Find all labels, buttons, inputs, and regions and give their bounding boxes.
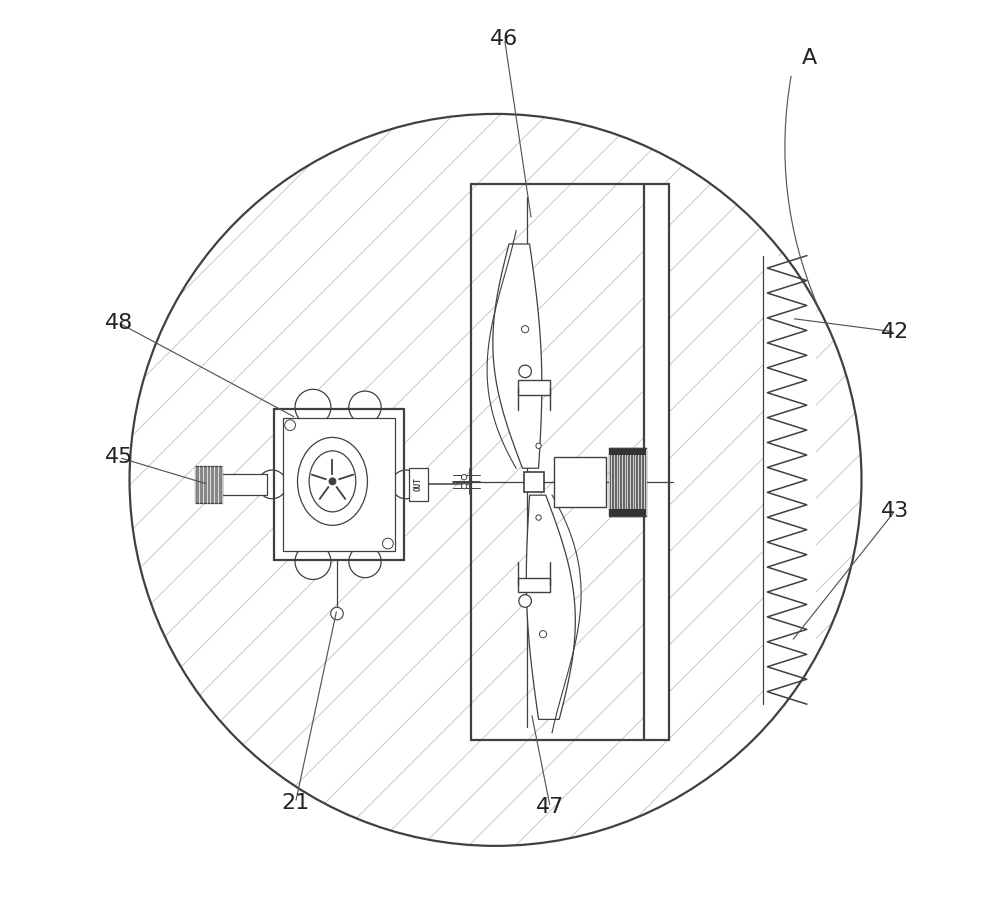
Circle shape [382,538,393,549]
Circle shape [536,443,541,448]
Text: 47: 47 [536,797,564,817]
Circle shape [349,391,381,423]
Bar [274,409,404,560]
Circle shape [349,545,381,578]
Text: 21: 21 [281,793,310,813]
Circle shape [519,595,531,607]
Circle shape [329,478,336,485]
Bar [471,184,669,740]
Polygon shape [493,244,542,468]
Bar [763,256,816,704]
Circle shape [295,389,331,425]
Circle shape [519,365,531,378]
Ellipse shape [309,451,356,512]
Bar [609,448,646,455]
Polygon shape [526,495,575,719]
Text: 46: 46 [490,29,519,48]
Circle shape [461,483,467,489]
Circle shape [461,475,467,480]
Bar [222,474,267,495]
Text: 45: 45 [105,448,133,467]
Ellipse shape [298,438,367,526]
Bar [195,466,222,503]
Bar [283,418,395,551]
Bar [471,184,669,740]
Text: 43: 43 [881,501,909,521]
Text: OUT: OUT [414,477,423,492]
FancyArrowPatch shape [785,76,818,306]
Text: 42: 42 [881,322,909,342]
Bar [409,468,428,501]
Circle shape [295,544,331,579]
Circle shape [130,114,861,846]
Circle shape [522,326,529,333]
Bar [274,409,404,560]
Circle shape [536,515,541,520]
Bar [609,448,646,516]
Circle shape [285,420,295,431]
Bar [644,184,669,740]
Circle shape [258,470,287,499]
Circle shape [331,607,343,620]
Circle shape [391,470,420,499]
Bar [518,578,550,592]
Bar [554,457,606,507]
Text: A: A [802,48,817,68]
Bar [524,472,544,492]
Circle shape [539,631,547,638]
Bar [518,380,550,395]
Text: 48: 48 [105,313,133,333]
Bar [609,509,646,516]
